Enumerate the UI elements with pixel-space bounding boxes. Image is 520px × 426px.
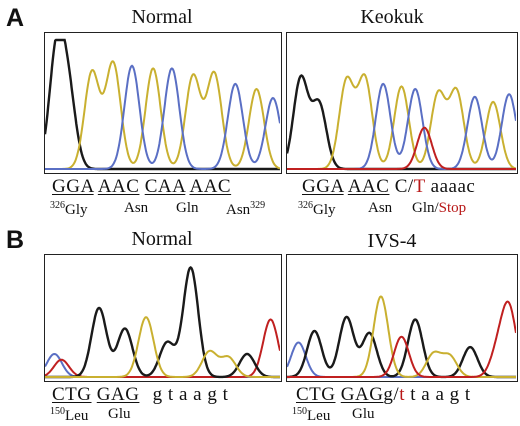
aa-label: Glu	[108, 406, 131, 422]
codon: C/	[394, 176, 414, 197]
sequence-b-normal: CTG GAG g t a a g t	[52, 384, 228, 406]
trace-a-normal	[45, 38, 280, 171]
sequence-b-ivs4: CTG GAGg/t t a a g t	[296, 384, 471, 406]
codon: g/	[383, 384, 400, 405]
panel-letter-a: A	[6, 4, 25, 32]
panel-a-right-title: Keokuk	[360, 6, 424, 28]
trace-yellow	[287, 73, 516, 170]
mutant-base: t	[399, 384, 405, 405]
trace-yellow	[45, 316, 280, 378]
trace-red	[287, 300, 516, 378]
trace-b-normal	[45, 266, 280, 379]
aa-label: 326Gly	[298, 200, 336, 218]
chromatogram-b-normal	[44, 254, 282, 382]
sequence-tail: g t a a g t	[152, 384, 229, 405]
trace-b-ivs4	[287, 295, 516, 379]
aa-label: 150Leu	[292, 406, 331, 424]
aa-label: 326Gly	[50, 200, 88, 218]
aa-label: 150Leu	[50, 406, 89, 424]
aa-label: Asn329	[226, 200, 266, 218]
panel-b-right-title: IVS-4	[367, 230, 417, 252]
chromatogram-a-normal	[44, 32, 282, 174]
codon: GGA	[302, 176, 344, 197]
sequence-tail: aaaac	[430, 176, 476, 197]
codon: CTG	[52, 384, 92, 405]
panel-b-left-title: Normal	[131, 228, 193, 250]
aa-label: Asn	[368, 200, 393, 216]
aa-label: Gln	[176, 200, 199, 216]
aa-label: Asn	[124, 200, 149, 216]
codon: GGA	[52, 176, 94, 197]
codon: AAC	[189, 176, 232, 197]
trace-blue	[287, 82, 516, 170]
trace-black	[45, 38, 280, 171]
trace-black	[45, 266, 280, 379]
trace-yellow	[45, 60, 280, 170]
mutant-base: T	[413, 176, 426, 197]
codon: GAG	[340, 384, 384, 405]
codon: CTG	[296, 384, 336, 405]
sequence-a-normal: GGA AAC CAA AAC	[52, 176, 231, 198]
sequence-tail: t a a g t	[404, 384, 471, 405]
trace-red	[287, 126, 516, 170]
codon: AAC	[97, 176, 140, 197]
aa-label: Gln/Stop	[412, 200, 467, 216]
trace-black	[287, 315, 516, 379]
panel-letter-b: B	[6, 226, 25, 254]
trace-blue	[45, 64, 280, 170]
codon: GAG	[96, 384, 140, 405]
sequence-a-keokuk: GGA AAC C/T aaaac	[302, 176, 475, 198]
codon: CAA	[144, 176, 186, 197]
chromatogram-a-keokuk	[286, 32, 518, 174]
trace-a-keokuk	[287, 73, 516, 171]
chromatogram-b-ivs4	[286, 254, 518, 382]
panel-a-left-title: Normal	[131, 6, 193, 28]
aa-label: Glu	[352, 406, 375, 422]
codon: AAC	[347, 176, 390, 197]
